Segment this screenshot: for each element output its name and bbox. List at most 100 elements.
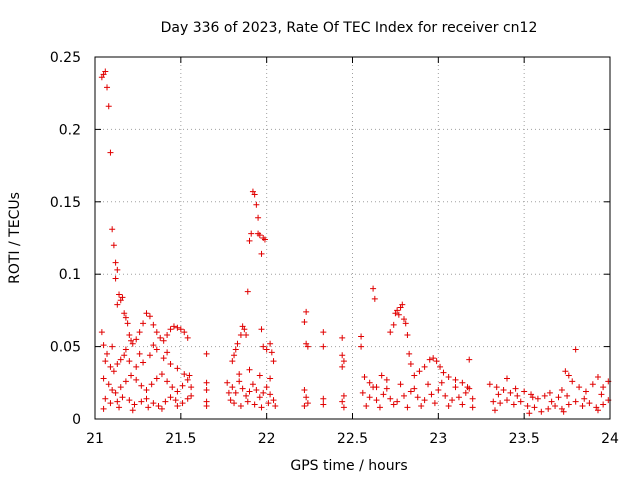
data-point [114, 301, 121, 308]
data-point [249, 381, 256, 388]
data-point [358, 333, 365, 340]
data-point [164, 378, 171, 385]
data-point [425, 381, 432, 388]
data-point [100, 342, 107, 349]
data-point [109, 226, 116, 233]
data-point [598, 391, 605, 398]
data-point [114, 266, 121, 273]
y-axis-label: ROTI / TECUs [7, 192, 23, 284]
data-point [512, 385, 519, 392]
data-point [301, 318, 308, 325]
data-point [411, 372, 418, 379]
data-point [373, 397, 380, 404]
data-point [414, 394, 421, 401]
data-point [564, 392, 571, 399]
data-point [153, 346, 160, 353]
data-point [552, 402, 559, 409]
data-point [109, 343, 116, 350]
data-point [387, 395, 394, 402]
data-point [466, 356, 473, 363]
data-point [268, 349, 275, 356]
data-point [304, 343, 311, 350]
data-point [160, 337, 167, 344]
data-point [236, 371, 243, 378]
data-point [320, 343, 327, 350]
data-point [555, 394, 562, 401]
data-point [253, 387, 260, 394]
data-point [548, 398, 555, 405]
data-point [263, 346, 270, 353]
data-point [586, 400, 593, 407]
data-point [174, 365, 181, 372]
data-point [102, 68, 109, 75]
data-point [370, 384, 377, 391]
data-point [237, 402, 244, 409]
data-point [136, 329, 143, 336]
data-point [98, 329, 105, 336]
data-point [138, 398, 145, 405]
data-point [486, 381, 493, 388]
data-point [428, 391, 435, 398]
x-tick-label: 22 [258, 431, 276, 447]
data-point [437, 363, 444, 370]
data-point [581, 395, 588, 402]
data-point [188, 392, 195, 399]
data-point [452, 384, 459, 391]
data-point [121, 352, 128, 359]
data-point [126, 332, 133, 339]
data-point [179, 382, 186, 389]
data-point [133, 363, 140, 370]
data-point [442, 392, 449, 399]
data-point [100, 405, 107, 412]
data-point [170, 323, 177, 330]
data-point [469, 404, 476, 411]
data-point [490, 398, 497, 405]
data-point [174, 324, 181, 331]
data-point [378, 372, 385, 379]
data-point [246, 237, 253, 244]
data-point [538, 408, 545, 415]
data-point [376, 404, 383, 411]
data-point [383, 376, 390, 383]
data-point [394, 398, 401, 405]
data-point [203, 350, 210, 357]
data-point [304, 400, 311, 407]
data-point [164, 332, 171, 339]
data-point [150, 321, 157, 328]
data-point [339, 363, 346, 370]
data-point [359, 389, 366, 396]
data-point [469, 395, 476, 402]
data-point [188, 384, 195, 391]
data-point [449, 397, 456, 404]
data-point [576, 384, 583, 391]
data-point [136, 350, 143, 357]
data-point [229, 384, 236, 391]
data-point [224, 379, 231, 386]
data-point [445, 402, 452, 409]
data-point [572, 346, 579, 353]
data-point [203, 379, 210, 386]
data-point [160, 355, 167, 362]
data-point [167, 360, 174, 367]
data-point [126, 397, 133, 404]
data-point [594, 374, 601, 381]
data-point [231, 400, 238, 407]
data-point [119, 294, 126, 301]
data-point [401, 316, 407, 323]
data-point [459, 401, 466, 408]
data-point [504, 397, 510, 404]
data-point [174, 388, 181, 395]
data-point [174, 402, 181, 409]
data-point [462, 389, 469, 396]
data-point [107, 363, 114, 370]
data-point [531, 404, 538, 411]
data-point [565, 401, 572, 408]
data-point [124, 320, 131, 327]
data-point [546, 389, 553, 396]
data-point [361, 374, 368, 381]
data-point [387, 329, 394, 336]
data-point [589, 381, 596, 388]
data-point [572, 398, 579, 405]
data-point [541, 392, 548, 399]
data-point [109, 387, 116, 394]
